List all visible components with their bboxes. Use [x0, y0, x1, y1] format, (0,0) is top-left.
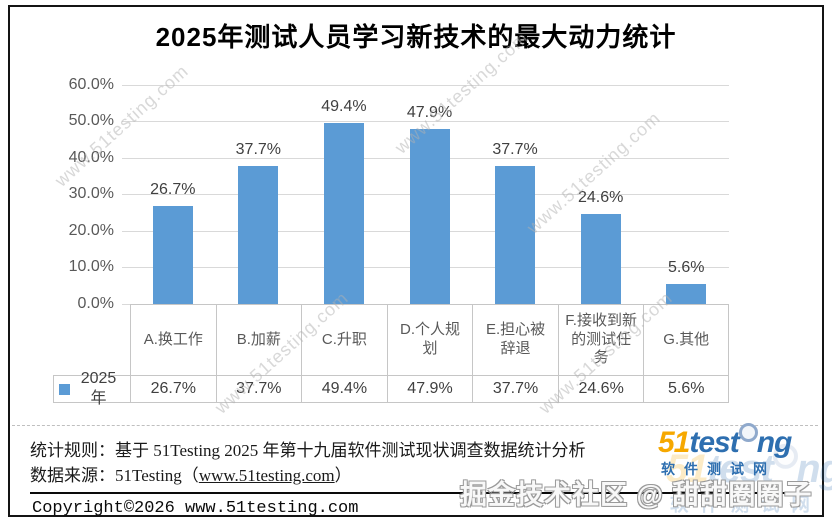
magnifier-icon: [738, 423, 758, 442]
51testing-logo: 51test ng 软件测试网: [658, 423, 793, 479]
bar-value-label: 37.7%: [235, 141, 282, 159]
bar-chart-plot-area: 0.0% 10.0% 20.0% 30.0% 40.0% 50.0% 60.0% 26.7% 3…: [10, 7, 822, 515]
value-cell: 5.6%: [643, 375, 729, 403]
legend-color-swatch: [59, 383, 70, 395]
y-axis-tick-label: 0.0%: [77, 295, 114, 312]
y-axis-tick-label: 50.0%: [68, 112, 114, 130]
bar-value-label: 24.6%: [577, 189, 624, 207]
value-cell: 47.9%: [386, 375, 473, 403]
logo-51-text: 51: [666, 447, 709, 492]
copyright-divider: [30, 492, 806, 494]
bar-value-label: 5.6%: [667, 258, 705, 276]
value-cell: 26.7%: [130, 375, 216, 403]
y-axis-tick-label: 10.0%: [68, 258, 114, 276]
bar-value-label: 37.7%: [492, 141, 538, 159]
data-source-suffix: ）: [334, 466, 352, 485]
chart-data-table: A.换工作 B.加薪 C.升职 D.个人规划 E.担心被辞退 F.接收到新的测试任务 G.其…: [53, 304, 729, 407]
category-cell: B.加薪: [215, 304, 302, 375]
category-cell: A.换工作: [130, 304, 216, 375]
bar-G.其他: [666, 283, 707, 304]
y-axis-tick-label: 60.0%: [68, 75, 114, 93]
stat-rule-note: 统计规则：基于 51Testing 2025 年第十九届软件测试现状调查数据统计…: [30, 441, 586, 460]
source-link[interactable]: www.51testing.com: [198, 466, 335, 485]
bar-E.担心被辞退: [495, 166, 536, 304]
grid-line: [122, 121, 729, 123]
bar-value-label: 49.4%: [321, 98, 367, 116]
logo-subtitle: 软件测试网: [669, 493, 822, 515]
data-source-note: 数据来源：51Testing（www.51testing.com）: [30, 461, 352, 486]
data-source-prefix: 数据来源：51Testing（: [30, 466, 199, 485]
bar-C.升职: [323, 123, 364, 304]
grid-line: [122, 84, 729, 86]
y-axis-tick-label: 30.0%: [68, 185, 114, 203]
logo-test-text: test: [707, 447, 773, 492]
bar-B.加薪: [238, 166, 279, 304]
bar-A.换工作: [152, 206, 193, 304]
value-cell: 24.6%: [557, 375, 644, 403]
value-cell: 49.4%: [301, 375, 387, 403]
y-axis-tick-label: 20.0%: [68, 221, 114, 239]
logo-51-text: 51: [658, 426, 690, 459]
magnifier-icon: [772, 443, 798, 469]
value-cell: 37.7%: [215, 375, 302, 403]
bar-value-label: 47.9%: [406, 103, 453, 121]
chart-title: 2025年测试人员学习新技术的最大动力统计: [155, 22, 677, 52]
category-cell: C.升职: [301, 304, 387, 375]
legend-series-name: 2025年: [80, 370, 117, 407]
legend-key: 2025年: [53, 370, 130, 407]
category-cell: G.其他: [643, 304, 729, 375]
y-axis-tick-label: 40.0%: [68, 148, 114, 166]
bar-F.接收到新的测试任务: [580, 214, 621, 304]
logo-subtitle: 软件测试网: [661, 461, 776, 477]
chart-card: 2025年测试人员学习新技术的最大动力统计 0.0% 10.0% 20.0% 30.0…: [8, 5, 832, 518]
dashed-divider: [12, 425, 818, 426]
bar-D.个人规划: [409, 128, 450, 304]
logo-ng-text: ng: [796, 447, 832, 492]
category-cell: F.接收到新的测试任务: [557, 304, 644, 375]
bar-value-label: 26.7%: [150, 181, 196, 199]
logo-ng-text: ng: [756, 426, 793, 459]
logo-test-text: test: [689, 426, 739, 459]
community-watermark: 掘金技术社区 @ 甜甜圈圈子: [460, 480, 813, 510]
table-corner-blank: [53, 304, 130, 375]
copyright-text: Copyright©2026 www.51testing.com: [32, 499, 359, 518]
value-cell: 37.7%: [472, 375, 558, 403]
category-cell: E.担心被辞退: [472, 304, 558, 375]
category-cell: D.个人规划: [386, 304, 473, 375]
